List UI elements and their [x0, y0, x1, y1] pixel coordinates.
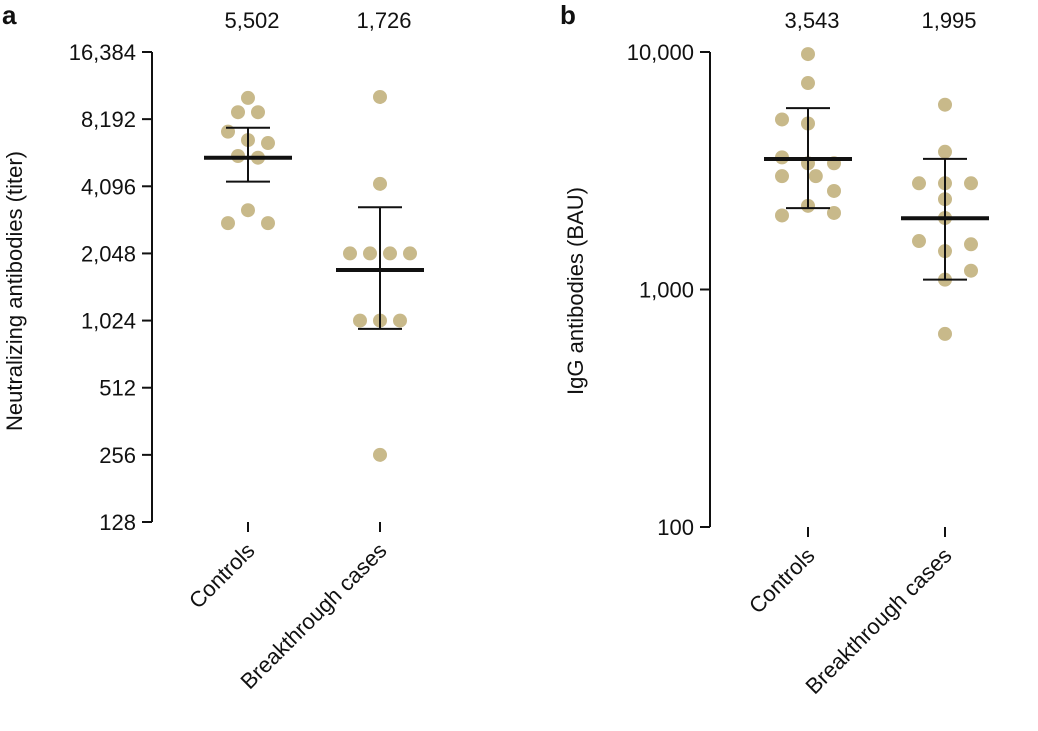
y-tick-label: 512 — [99, 376, 136, 401]
category-label: Controls — [184, 538, 260, 614]
data-point — [403, 246, 417, 261]
y-tick-label: 16,384 — [69, 40, 136, 65]
data-point — [241, 203, 255, 218]
y-tick-label: 100 — [657, 515, 694, 540]
y-tick-label: 256 — [99, 443, 136, 468]
panel-a-chart: Neutralizing antibodies (titer) 128 256 51… — [2, 8, 424, 694]
geometric-mean-label: 3,543 — [784, 8, 839, 33]
data-point — [261, 136, 275, 151]
data-point — [373, 447, 387, 462]
panel-b-chart: IgG antibodies (BAU) 100 1,000 10,000 Contr… — [563, 8, 989, 699]
data-point — [808, 169, 823, 184]
data-point — [912, 234, 926, 249]
data-point — [373, 89, 387, 104]
data-point — [221, 216, 235, 231]
data-point — [775, 169, 789, 184]
y-tick-label: 2,048 — [81, 241, 136, 266]
data-point — [373, 176, 387, 191]
category-label: Breakthrough cases — [235, 538, 391, 694]
data-point — [383, 246, 397, 261]
y-tick-label: 4,096 — [81, 174, 136, 199]
panel-a-y-axis-title: Neutralizing antibodies (titer) — [2, 151, 27, 431]
panel-b-letter: b — [560, 0, 576, 30]
category-label: Breakthrough cases — [800, 543, 956, 699]
data-point — [938, 97, 952, 112]
data-point — [827, 205, 841, 220]
data-point — [261, 216, 275, 231]
y-tick-label: 1,000 — [639, 278, 694, 303]
data-point — [343, 246, 357, 261]
data-point — [251, 105, 265, 120]
data-point — [801, 76, 815, 91]
data-point — [964, 237, 978, 252]
data-point — [393, 313, 407, 328]
data-point — [353, 313, 367, 328]
geometric-mean-label: 5,502 — [224, 8, 279, 33]
data-point — [241, 90, 255, 105]
data-point — [964, 176, 978, 191]
y-tick-label: 8,192 — [81, 107, 136, 132]
y-tick-label: 128 — [99, 510, 136, 535]
data-point — [775, 208, 789, 223]
geometric-mean-label: 1,995 — [921, 8, 976, 33]
data-point — [938, 144, 952, 159]
data-point — [363, 246, 377, 261]
y-tick-label: 1,024 — [81, 309, 136, 334]
geometric-mean-label: 1,726 — [356, 8, 411, 33]
data-point — [938, 326, 952, 341]
y-tick-label: 10,000 — [627, 40, 694, 65]
panel-b-y-axis-title: IgG antibodies (BAU) — [563, 187, 588, 395]
data-point — [912, 176, 926, 191]
data-point — [964, 263, 978, 278]
data-point — [827, 183, 841, 198]
data-point — [775, 112, 789, 127]
panel-a-letter: a — [2, 0, 17, 30]
data-point — [231, 105, 245, 120]
data-point — [801, 47, 815, 62]
category-label: Controls — [744, 543, 820, 619]
